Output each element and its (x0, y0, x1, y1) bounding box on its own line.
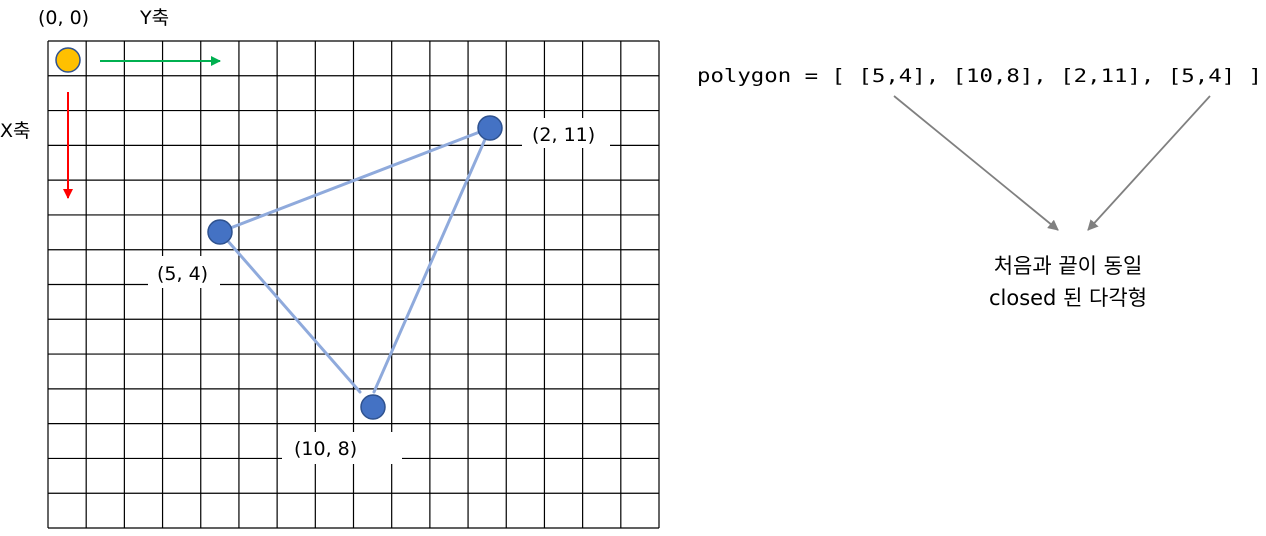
pointer-arrow-first (893, 95, 1059, 231)
polygon-edges (218, 126, 492, 394)
y-axis-label: Y축 (139, 7, 169, 29)
label-bg-2-11 (522, 118, 610, 148)
note-line-2: closed 된 다각형 (989, 286, 1147, 310)
pointer-arrow-last (1087, 95, 1211, 231)
polygon-code: polygon = [ [5,4], [10,8], [2,11], [5,4]… (697, 65, 1262, 87)
vertex-label-2-11: (2, 11) (532, 124, 595, 146)
origin-label: (0, 0) (38, 7, 89, 29)
vertex-2-11 (477, 115, 503, 141)
edge-5-4-to-10-8 (218, 230, 362, 394)
vertex-5-4 (207, 219, 233, 245)
label-bg-10-8 (282, 432, 402, 464)
edge-2-11-to-5-4 (218, 126, 492, 234)
origin-point (55, 47, 81, 73)
note-line-1: 처음과 끝이 동일 (994, 254, 1143, 278)
vertex-label-10-8: (10, 8) (294, 438, 357, 460)
label-bg-5-4 (148, 256, 220, 288)
vertex-10-8 (360, 394, 386, 420)
vertex-label-5-4: (5, 4) (157, 263, 208, 285)
x-axis-label: X축 (0, 120, 31, 142)
coordinate-grid (47, 40, 660, 529)
edge-10-8-to-2-11 (372, 126, 492, 394)
